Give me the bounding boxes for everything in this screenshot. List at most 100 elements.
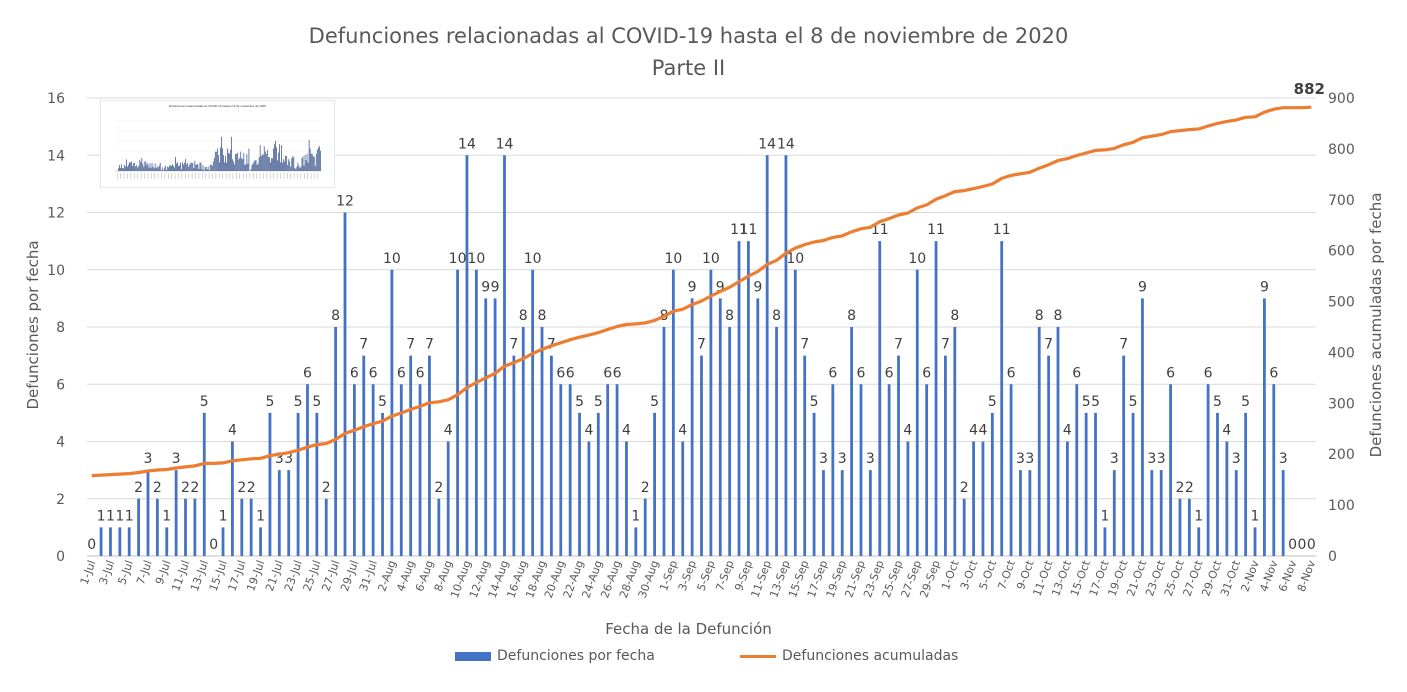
bar-data-label: 2 — [960, 480, 969, 496]
inset-bar — [318, 146, 320, 171]
inset-bar — [267, 157, 269, 171]
inset-bar — [274, 144, 275, 171]
bar — [972, 441, 975, 556]
bar — [240, 498, 244, 556]
bar-data-label: 1 — [162, 508, 171, 524]
inset-tick — [280, 173, 281, 179]
bar-data-label: 1 — [106, 508, 115, 524]
y-tick-label-left: 4 — [56, 435, 65, 451]
bar — [1094, 412, 1097, 556]
inset-bar — [162, 170, 164, 171]
inset-bar — [289, 161, 291, 171]
inset-bar — [205, 167, 207, 171]
inset-bar — [232, 159, 233, 171]
inset-bar — [138, 166, 140, 171]
inset-bar — [160, 170, 162, 171]
bar — [352, 384, 356, 556]
inset-bar — [295, 168, 297, 171]
inset-bar — [291, 158, 293, 171]
bar-data-label: 7 — [894, 337, 903, 353]
inset-bar — [293, 157, 295, 171]
inset-bar — [264, 151, 266, 171]
bar — [1159, 470, 1163, 556]
inset-bar — [177, 162, 178, 171]
inset-bar — [222, 148, 223, 171]
inset-tick — [297, 173, 298, 179]
bar — [390, 269, 394, 556]
inset-bar — [292, 156, 294, 171]
bar — [1075, 384, 1079, 556]
bar-data-label: 7 — [1044, 337, 1053, 353]
bar — [700, 355, 703, 556]
inset-bar — [248, 148, 250, 171]
inset-bar — [123, 168, 124, 171]
y-tick-label-right: 700 — [1328, 193, 1355, 209]
inset-bar — [197, 164, 199, 171]
bar — [1178, 498, 1182, 556]
inset-tick — [239, 173, 240, 179]
inset-tick — [198, 173, 200, 179]
inset-bar — [122, 168, 123, 171]
bar-data-label: 4 — [1222, 423, 1231, 439]
bar-data-label: 2 — [190, 480, 199, 496]
bar-data-label: 9 — [491, 279, 500, 295]
bar — [1169, 384, 1172, 556]
inset-bar — [136, 165, 138, 171]
inset-tick — [215, 173, 217, 179]
bar — [334, 327, 338, 556]
inset-bar — [280, 162, 281, 171]
inset-bar — [219, 162, 220, 171]
inset-bar — [256, 164, 258, 171]
inset-bar — [254, 160, 256, 171]
inset-tick — [253, 173, 254, 179]
bar-data-label: 2 — [322, 480, 331, 496]
inset-bar — [238, 159, 240, 171]
bar-data-label: 7 — [800, 337, 809, 353]
bar-data-label: 11 — [927, 222, 945, 238]
bar — [146, 470, 150, 556]
bar — [822, 470, 825, 556]
inset-bar — [213, 158, 215, 171]
bar-data-label: 5 — [1129, 394, 1138, 410]
inset-tick — [300, 173, 302, 179]
inset-bar — [185, 159, 187, 171]
inset-bar — [126, 159, 127, 171]
inset-tick — [242, 173, 244, 179]
y-tick-label-left: 6 — [56, 377, 65, 393]
bar-data-label: 2 — [641, 480, 650, 496]
inset-bar — [297, 162, 299, 171]
inset-bar — [157, 167, 159, 171]
inset-bar — [220, 147, 221, 171]
bar — [840, 470, 844, 556]
inset-bar — [158, 165, 160, 171]
legend-label-line: Defunciones acumuladas — [782, 648, 959, 664]
inset-tick — [185, 173, 186, 179]
y-axis-title-left: Defunciones por fecha — [24, 240, 42, 410]
bar-data-label: 6 — [828, 365, 837, 381]
inset-bar — [187, 162, 189, 171]
bar — [474, 269, 478, 556]
inset-tick — [178, 173, 179, 179]
inset-tick — [307, 173, 308, 179]
bar — [118, 527, 122, 556]
y-tick-label-right: 900 — [1328, 91, 1355, 107]
x-tick-label: 9-Jul — [153, 559, 174, 587]
bar-data-label: 5 — [1091, 394, 1100, 410]
inset-bar — [270, 162, 271, 171]
inset-bar — [137, 167, 139, 171]
bar — [1234, 470, 1238, 556]
inset-bar — [252, 163, 254, 171]
legend-label-bars: Defunciones por fecha — [497, 648, 655, 664]
inset-bar — [165, 170, 167, 171]
inset-bar — [149, 163, 151, 171]
inset-bar — [135, 166, 137, 171]
bar-data-label: 10 — [786, 251, 804, 267]
bar — [221, 527, 225, 556]
inset-bar — [182, 162, 183, 171]
bar-data-label: 5 — [1241, 394, 1250, 410]
inset-bar — [171, 165, 172, 171]
bar-data-label: 11 — [993, 222, 1011, 238]
bar-data-label: 6 — [1166, 365, 1175, 381]
bar — [521, 327, 525, 556]
bar-data-label: 8 — [950, 308, 959, 324]
